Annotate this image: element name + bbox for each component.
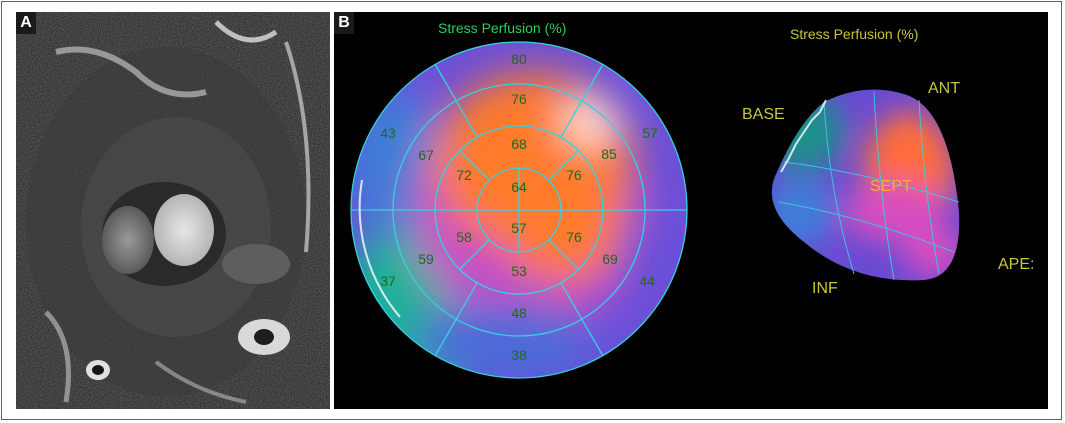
panel-a-label: A (16, 12, 36, 34)
bullseye-heatmap (350, 41, 688, 379)
segment-label: 44 (639, 273, 655, 289)
label-inf: INF (812, 280, 838, 297)
segment-label: 57 (511, 220, 527, 236)
segment-label: 53 (511, 263, 527, 279)
mri-panel: A (16, 12, 330, 409)
segment-label: 76 (566, 167, 582, 183)
segment-label: 76 (511, 91, 527, 107)
segment-label: 43 (380, 125, 396, 141)
segment-label: 69 (602, 251, 618, 267)
label-base: BASE (742, 106, 785, 123)
bullseye-title: Stress Perfusion (%) (438, 20, 567, 36)
model-title: Stress Perfusion (%) (790, 26, 919, 42)
segment-label: 57 (642, 125, 658, 141)
segment-label: 76 (566, 229, 582, 245)
segment-label: 85 (601, 146, 617, 162)
label-apex: APE: (998, 256, 1035, 273)
segment-label: 80 (511, 51, 527, 67)
segment-label: 68 (511, 136, 527, 152)
perfusion-graphics: 80 76 68 64 57 53 48 38 43 67 72 58 59 3… (350, 41, 960, 379)
segment-labels: 80 76 68 64 57 53 48 38 43 67 72 58 59 3… (380, 51, 658, 363)
segment-label: 48 (511, 305, 527, 321)
mri-image (16, 12, 330, 409)
segment-label: 64 (511, 179, 527, 195)
heart-3d-model (771, 89, 960, 281)
label-sept: SEPT (870, 178, 912, 195)
segment-label: 38 (511, 347, 527, 363)
segment-label: 58 (456, 229, 472, 245)
panel-b-label: B (334, 12, 354, 34)
perfusion-panel: B Stress Perfusion (%) Stress Perfusion … (334, 12, 1048, 409)
segment-label: 37 (380, 273, 396, 289)
segment-label: 59 (418, 251, 434, 267)
segment-label: 72 (456, 167, 472, 183)
label-ant: ANT (928, 80, 960, 97)
segment-label: 67 (418, 147, 434, 163)
